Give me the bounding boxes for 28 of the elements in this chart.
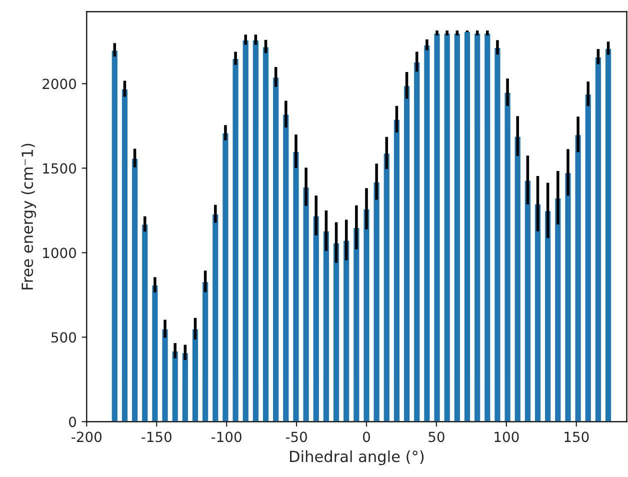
bar bbox=[422, 44, 432, 422]
x-tick-label: -150 bbox=[142, 432, 172, 442]
bar bbox=[292, 150, 300, 422]
x-tick-label: -50 bbox=[286, 432, 307, 442]
x-tick-label: 50 bbox=[428, 432, 444, 442]
bar bbox=[564, 172, 572, 422]
x-tick-label: 0 bbox=[362, 432, 370, 442]
bar bbox=[221, 132, 230, 422]
bar bbox=[160, 328, 170, 422]
x-tick-label: 100 bbox=[494, 432, 519, 442]
y-tick-label: 500 bbox=[52, 332, 76, 343]
bar bbox=[150, 284, 160, 422]
bar bbox=[362, 208, 371, 422]
x-tick-label: -200 bbox=[72, 432, 102, 442]
x-tick-label: -100 bbox=[212, 432, 242, 442]
x-axis-title: Dihedral angle (°) bbox=[290, 450, 424, 466]
y-tick-label: 0 bbox=[69, 416, 76, 428]
y-tick-label: 2000 bbox=[42, 78, 76, 90]
bar bbox=[493, 46, 502, 422]
bar bbox=[574, 134, 582, 422]
y-tick-label: 1000 bbox=[43, 248, 76, 258]
bar bbox=[231, 58, 240, 422]
x-tick-label: 150 bbox=[564, 432, 589, 442]
y-axis-title: Free energy (cm⁻1) bbox=[21, 144, 36, 290]
y-tick-label: 1500 bbox=[43, 163, 76, 174]
bar bbox=[302, 186, 310, 422]
bar bbox=[432, 32, 442, 422]
bar bbox=[503, 91, 512, 422]
